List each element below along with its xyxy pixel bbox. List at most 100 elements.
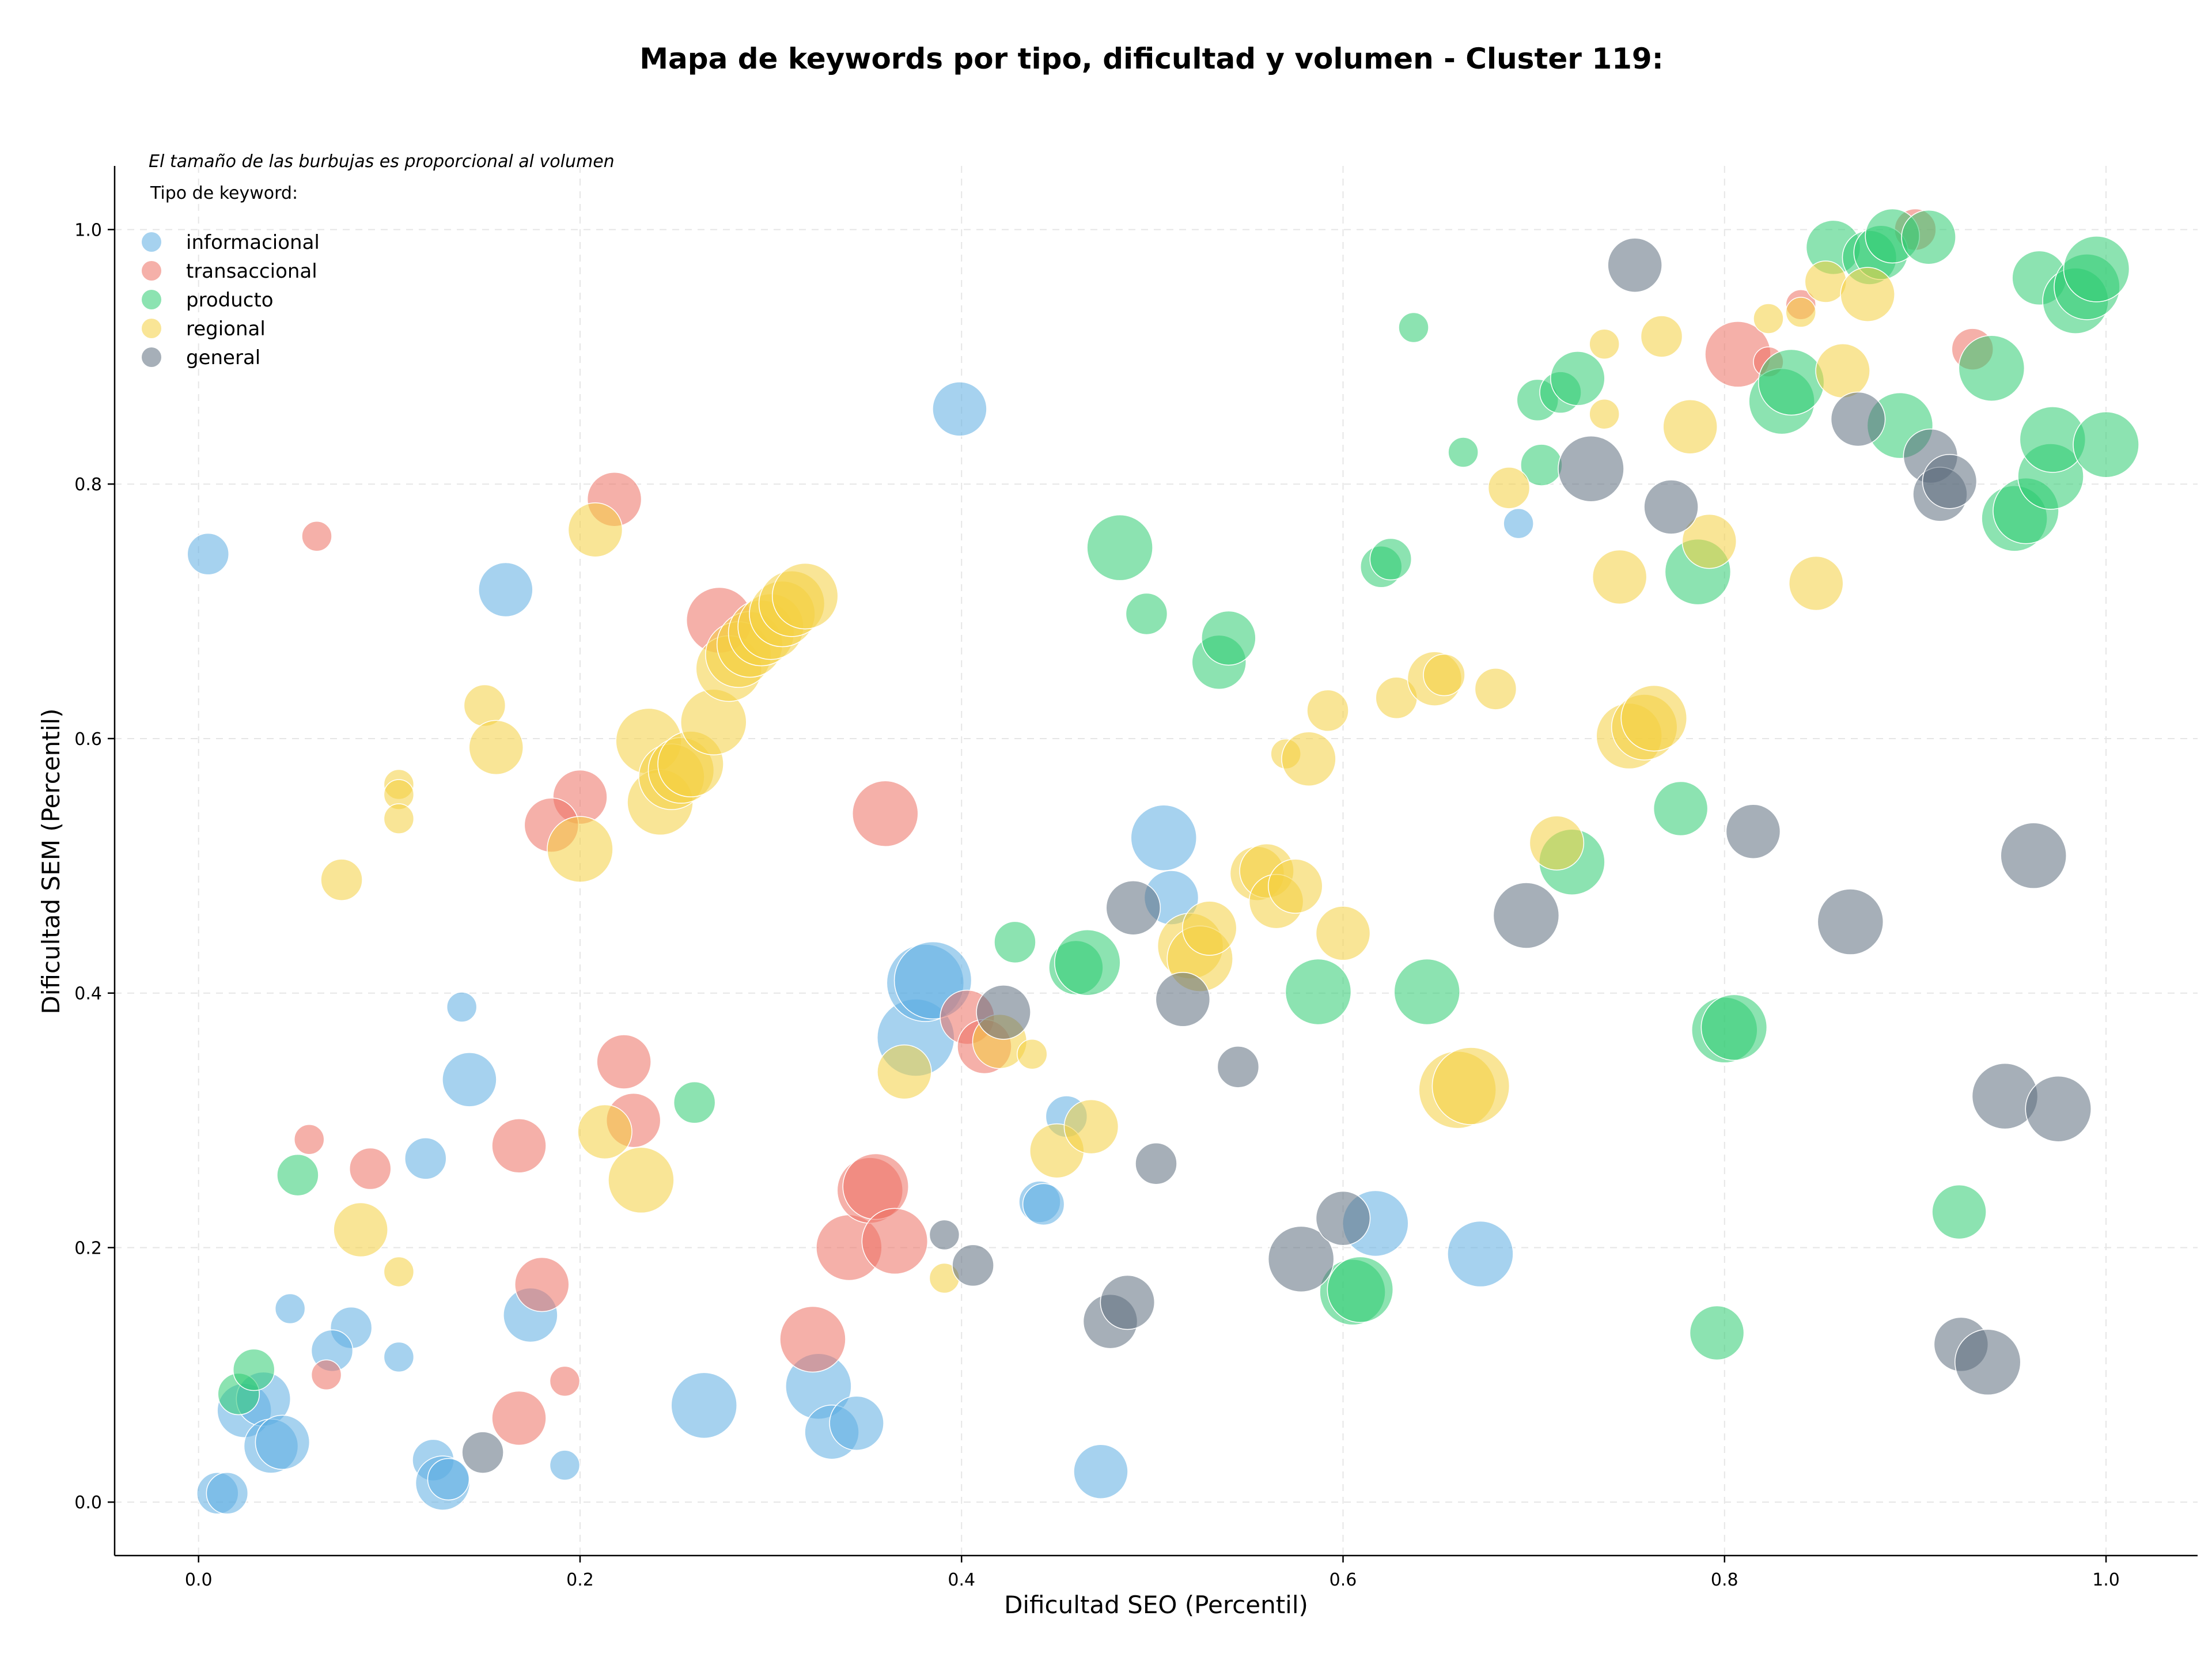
bubble-transaccional	[301, 521, 332, 552]
legend: El tamaño de las burbujas es proporciona…	[142, 152, 615, 369]
bubble-general	[1100, 1274, 1156, 1330]
x-tick-label: 0.4	[948, 1570, 975, 1590]
bubble-regional	[1753, 303, 1784, 334]
bubble-transaccional	[596, 1034, 652, 1089]
axes	[113, 166, 2198, 1557]
bubble-regional	[1306, 689, 1349, 732]
bubble-regional	[1804, 260, 1847, 303]
ticks: 0.0 0.2 0.4 0.6 0.8 1.0 0.0 0.2 0.4 0.6 0.8 1.0	[74, 220, 2120, 1590]
legend-label-regional: regional	[186, 317, 266, 340]
bubble-producto	[1448, 437, 1479, 468]
bubble-regional	[1431, 1047, 1510, 1125]
bubble-general	[976, 985, 1031, 1040]
bubble-producto	[1086, 514, 1153, 581]
bubble-regional	[1840, 267, 1895, 322]
bubble-informacional	[1130, 804, 1197, 871]
bubble-regional	[1487, 467, 1531, 509]
bubble-producto	[1958, 335, 2025, 402]
series-regional	[320, 260, 1895, 1294]
legend-label-transaccional: transaccional	[186, 260, 317, 283]
y-tick-label: 0.0	[74, 1493, 102, 1513]
bubble-general	[2025, 1075, 2092, 1142]
legend-label-general: general	[186, 346, 260, 369]
bubble-general	[1493, 882, 1560, 949]
y-tick-label: 0.6	[74, 729, 102, 750]
y-tick-label: 0.2	[74, 1238, 102, 1258]
bubble-informacional	[1022, 1183, 1065, 1226]
bubble-informacional	[206, 1472, 249, 1515]
legend-label-producto: producto	[186, 289, 274, 312]
bubble-transaccional	[852, 780, 919, 847]
bubble-general	[1135, 1142, 1177, 1185]
bubble-regional	[1529, 815, 1585, 871]
bubble-producto	[1285, 958, 1352, 1026]
legend-title: Tipo de keyword:	[150, 183, 298, 203]
legend-marker-regional	[142, 319, 161, 338]
bubble-regional	[1181, 901, 1237, 956]
bubble-regional	[577, 1104, 632, 1160]
y-tick-label: 0.4	[74, 984, 102, 1004]
x-tick-label: 0.0	[185, 1570, 213, 1590]
bubble-regional	[1785, 297, 1816, 328]
bubble-transaccional	[294, 1123, 325, 1155]
bubble-transaccional	[491, 1118, 547, 1174]
bubble-transaccional	[779, 1306, 846, 1373]
bubble-regional	[1281, 731, 1336, 787]
bubble-producto	[1054, 929, 1121, 996]
bubble-informacional	[1447, 1220, 1514, 1288]
bubble-informacional	[829, 1395, 884, 1451]
bubble-regional	[1063, 1099, 1119, 1155]
bubble-regional	[1017, 1038, 1048, 1070]
bubble-regional	[1788, 555, 1844, 611]
bubble-general	[1267, 1225, 1335, 1293]
bubble-regional	[1315, 906, 1371, 961]
bubble-regional	[463, 684, 506, 727]
bubble-informacional	[1073, 1444, 1128, 1499]
bubble-regional	[1589, 328, 1620, 360]
bubble-regional	[547, 816, 613, 883]
bubble-regional	[1620, 684, 1688, 752]
legend-marker-informacional	[142, 232, 161, 252]
bubble-regional	[1267, 858, 1323, 914]
bubble-transaccional	[310, 1359, 342, 1391]
bubble-producto	[1398, 312, 1429, 343]
bubble-producto	[1653, 781, 1709, 837]
series-general	[461, 237, 2092, 1474]
bubble-transaccional	[349, 1147, 392, 1190]
legend-label-informacional: informacional	[186, 231, 320, 254]
bubble-informacional	[446, 992, 478, 1023]
x-axis-label: Dificultad SEO (Percentil)	[1004, 1591, 1308, 1619]
bubble-general	[1817, 888, 1884, 955]
bubble-transaccional	[491, 1390, 547, 1446]
bubble-general	[1922, 454, 1978, 509]
bubble-general	[1155, 972, 1211, 1027]
bubble-producto	[673, 1081, 716, 1124]
x-tick-label: 0.6	[1330, 1570, 1357, 1590]
series-producto	[217, 208, 2139, 1416]
bubble-producto	[1125, 592, 1168, 635]
y-axis-label: Dificultad SEM (Percentil)	[37, 709, 65, 1015]
bubbles	[187, 208, 2139, 1515]
bubble-informacional	[932, 381, 987, 437]
x-tick-label: 1.0	[2092, 1570, 2120, 1590]
bubble-general	[1558, 435, 1624, 502]
bubble-informacional	[1503, 508, 1534, 539]
legend-marker-producto	[142, 290, 161, 309]
bubble-regional	[1589, 398, 1620, 430]
bubble-general	[1643, 479, 1699, 535]
bubble-general	[461, 1431, 504, 1474]
bubble-transaccional	[549, 1365, 581, 1397]
bubble-size-note: El tamaño de las burbujas es proporciona…	[149, 152, 615, 172]
bubble-regional	[1662, 399, 1718, 455]
bubble-general	[929, 1219, 960, 1251]
bubble-producto	[1700, 994, 1768, 1061]
bubble-informacional	[274, 1293, 306, 1325]
bubble-producto	[1369, 538, 1412, 581]
bubble-informacional	[442, 1052, 497, 1107]
bubble-informacional	[549, 1450, 581, 1481]
bubble-producto	[1901, 209, 1956, 265]
bubble-producto	[1931, 1184, 1987, 1240]
bubble-regional	[1640, 315, 1683, 358]
x-tick-label: 0.8	[1711, 1570, 1738, 1590]
